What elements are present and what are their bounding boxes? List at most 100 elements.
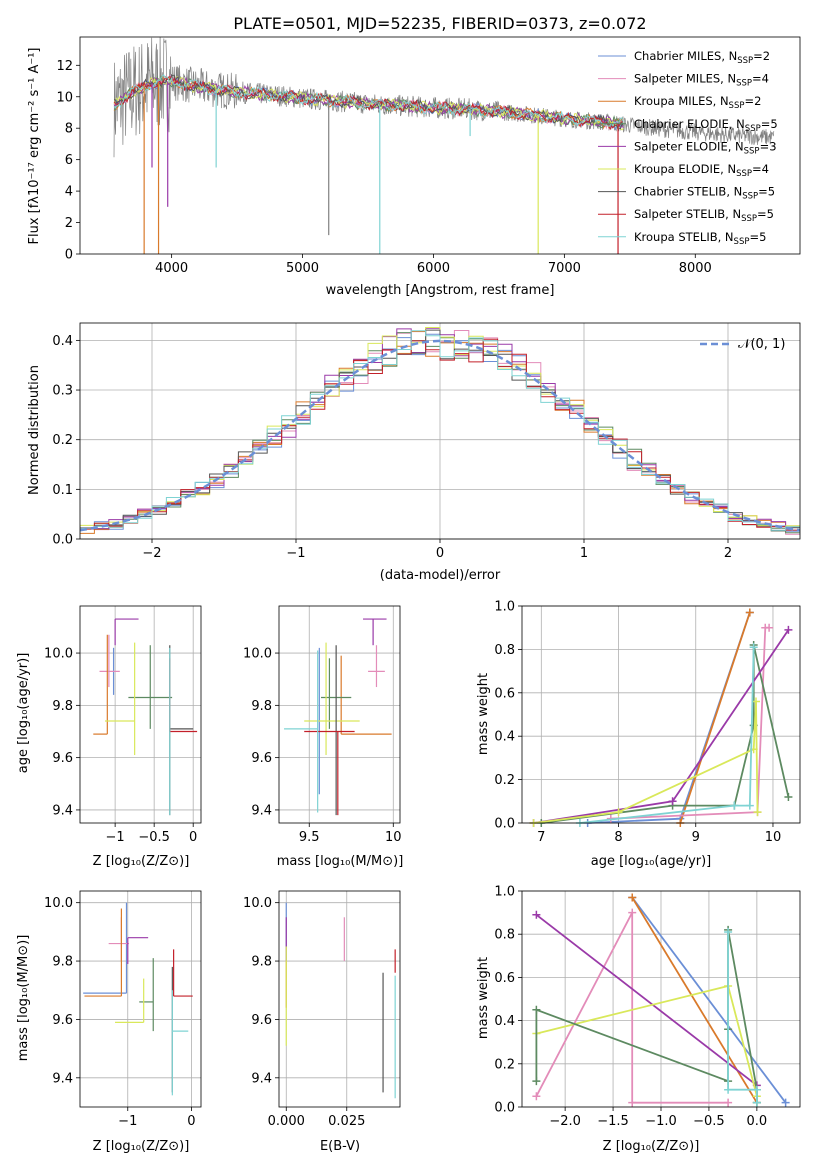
mass-weight-line xyxy=(535,929,758,1103)
mass-weight-vs-age-panel: 7 8 9 10 0.0 0.2 0.4 0.6 0.8 1.0 age [log₁₀(age/y… xyxy=(476,600,801,869)
residual-histogram-step xyxy=(80,330,800,535)
spectrum-title: PLATE=0501, MJD=52235, FIBERID=0373, z=0… xyxy=(233,14,646,33)
y-tick-label: 9.4 xyxy=(52,803,73,818)
x-tick-label: −0.5 xyxy=(693,1114,725,1129)
mass-weight-vs-age-x-axis-label: age [log₁₀(age/yr)] xyxy=(591,854,712,869)
age-vs-mass-panel: 9.5 10 9.4 9.6 9.8 10.0 mass [log₁₀(M/M⊙)] xyxy=(243,605,404,869)
y-tick-label: 1.0 xyxy=(494,885,515,900)
x-tick-label: 10 xyxy=(385,830,402,845)
y-tick-label: 0.4 xyxy=(494,1014,515,1029)
x-tick-label: −2 xyxy=(142,546,161,561)
y-tick-label: 0.4 xyxy=(494,730,515,745)
mass-weight-marker xyxy=(628,1098,637,1107)
y-tick-label: 0.6 xyxy=(494,686,515,701)
y-tick-label: 0.2 xyxy=(52,433,73,448)
mass-weight-line xyxy=(587,612,751,824)
y-tick-label: 9.4 xyxy=(251,1071,272,1086)
axes-frame xyxy=(521,890,801,1108)
spectrum-y-axis-label: Flux [fλ10⁻¹⁷ erg cm⁻² s⁻¹ A⁻¹] xyxy=(27,48,42,245)
y-tick-label: 9.8 xyxy=(251,699,272,714)
mass-weight-vs-metallicity-x-axis-label: Z [log₁₀(Z/Z⊙)] xyxy=(603,1139,700,1154)
legend-entry: Kroupa STELIB, NSSP=5 xyxy=(634,230,766,247)
y-tick-label: 8 xyxy=(65,122,73,137)
y-tick-label: 0.0 xyxy=(494,817,515,832)
x-tick-label: 1 xyxy=(580,546,588,561)
x-tick-label: −2.0 xyxy=(549,1114,581,1129)
legend-entry: Salpeter STELIB, NSSP=5 xyxy=(634,207,774,224)
x-tick-label: −1.5 xyxy=(597,1114,629,1129)
x-tick-label: −1 xyxy=(286,546,305,561)
x-tick-label: −1 xyxy=(118,1114,137,1129)
mass-vs-extinction-plot-area: 0.000 0.025 9.4 9.6 9.8 10.0 xyxy=(243,890,401,1129)
legend-entry: Kroupa ELODIE, NSSP=4 xyxy=(634,162,769,179)
mass-weight-marker xyxy=(745,608,754,617)
spectrum-legend: Chabrier MILES, NSSP=2 Salpeter MILES, NS… xyxy=(598,49,778,247)
y-tick-label: 10 xyxy=(56,90,73,105)
mass-weight-marker xyxy=(730,801,739,810)
spectrum-axes-frame xyxy=(79,36,801,255)
mass-weight-marker xyxy=(614,808,623,817)
residual-x-axis-label: (data-model)/error xyxy=(380,568,501,583)
y-tick-label: 0 xyxy=(65,248,73,263)
legend-entry: Chabrier ELODIE, NSSP=5 xyxy=(634,117,778,134)
y-tick-label: 0.0 xyxy=(494,1101,515,1116)
y-tick-label: 1.0 xyxy=(494,600,515,615)
mass-weight-marker xyxy=(765,623,774,632)
axes-frame xyxy=(79,605,202,824)
mass-weight-vs-metallicity-y-axis-label: mass weight xyxy=(476,957,491,1039)
axes-frame xyxy=(521,605,801,824)
mass-weight-marker xyxy=(628,908,637,917)
age-vs-mass-x-axis-label: mass [log₁₀(M/M⊙)] xyxy=(277,854,404,869)
mass-weight-line xyxy=(579,647,755,824)
mass-vs-extinction-x-axis-label: E(B-V) xyxy=(320,1139,360,1154)
spectrum-plot-area: 4000 5000 6000 7000 8000 0 2 4 6 8 10 12 xyxy=(56,36,801,276)
legend-entry: Kroupa MILES, NSSP=2 xyxy=(634,94,761,111)
age-vs-metallicity-y-axis-label: age [log₁₀(age/yr)] xyxy=(16,653,31,774)
mass-weight-marker xyxy=(751,697,760,706)
axes-frame xyxy=(79,890,202,1108)
axes-frame xyxy=(278,605,401,824)
y-tick-label: 6 xyxy=(65,153,73,168)
x-tick-label: 0.025 xyxy=(328,1114,365,1129)
y-tick-label: 9.8 xyxy=(52,955,73,970)
y-tick-label: 0.3 xyxy=(52,384,73,399)
residual-plot-area: −2 −1 0 1 2 0.0 0.1 0.2 0.3 0.4 xyxy=(52,322,801,561)
y-tick-label: 9.6 xyxy=(251,1013,272,1028)
normal-legend-label: 𝒩(0, 1) xyxy=(738,337,785,352)
x-tick-label: 9.5 xyxy=(299,830,320,845)
y-tick-label: 12 xyxy=(56,59,73,74)
mass-weight-marker xyxy=(532,910,541,919)
x-tick-label: 9 xyxy=(692,830,700,845)
mass-weight-marker xyxy=(781,1098,790,1107)
mass-weight-line xyxy=(631,896,787,1104)
mass-weight-line xyxy=(535,912,729,1104)
y-tick-label: 10.0 xyxy=(243,896,272,911)
y-tick-label: 0.1 xyxy=(52,483,73,498)
mass-weight-marker xyxy=(724,1098,733,1107)
mass-weight-marker xyxy=(532,1077,541,1086)
x-tick-label: 5000 xyxy=(286,261,319,276)
y-tick-label: 9.8 xyxy=(52,699,73,714)
mass-weight-line xyxy=(727,932,758,1103)
mass-weight-marker xyxy=(749,643,758,652)
x-tick-label: −0.5 xyxy=(138,830,170,845)
legend-entry: Chabrier STELIB, NSSP=5 xyxy=(634,185,775,202)
mass-vs-metallicity-panel: −1 0 9.4 9.6 9.8 10.0 Z [log₁₀(Z/Z⊙)] mass [l… xyxy=(16,890,202,1154)
mass-weight-line xyxy=(535,914,758,1087)
legend-entry: Salpeter MILES, NSSP=4 xyxy=(634,72,769,89)
x-tick-label: 0.0 xyxy=(747,1114,768,1129)
mass-weight-marker xyxy=(745,801,754,810)
y-tick-label: 9.4 xyxy=(52,1071,73,1086)
y-tick-label: 0.6 xyxy=(494,971,515,986)
x-tick-label: 8000 xyxy=(679,261,712,276)
mass-weight-marker xyxy=(752,1098,761,1107)
x-tick-label: 0 xyxy=(436,546,444,561)
y-tick-label: 0.8 xyxy=(494,928,515,943)
y-tick-label: 4 xyxy=(65,185,73,200)
spectrum-panel: PLATE=0501, MJD=52235, FIBERID=0373, z=0… xyxy=(27,14,801,298)
y-tick-label: 0.4 xyxy=(52,334,73,349)
x-tick-label: 4000 xyxy=(155,261,188,276)
residual-histogram-panel: −2 −1 0 1 2 0.0 0.1 0.2 0.3 0.4 𝒩(0, 1) (data-mod… xyxy=(27,322,801,583)
y-tick-label: 0.0 xyxy=(52,533,73,548)
